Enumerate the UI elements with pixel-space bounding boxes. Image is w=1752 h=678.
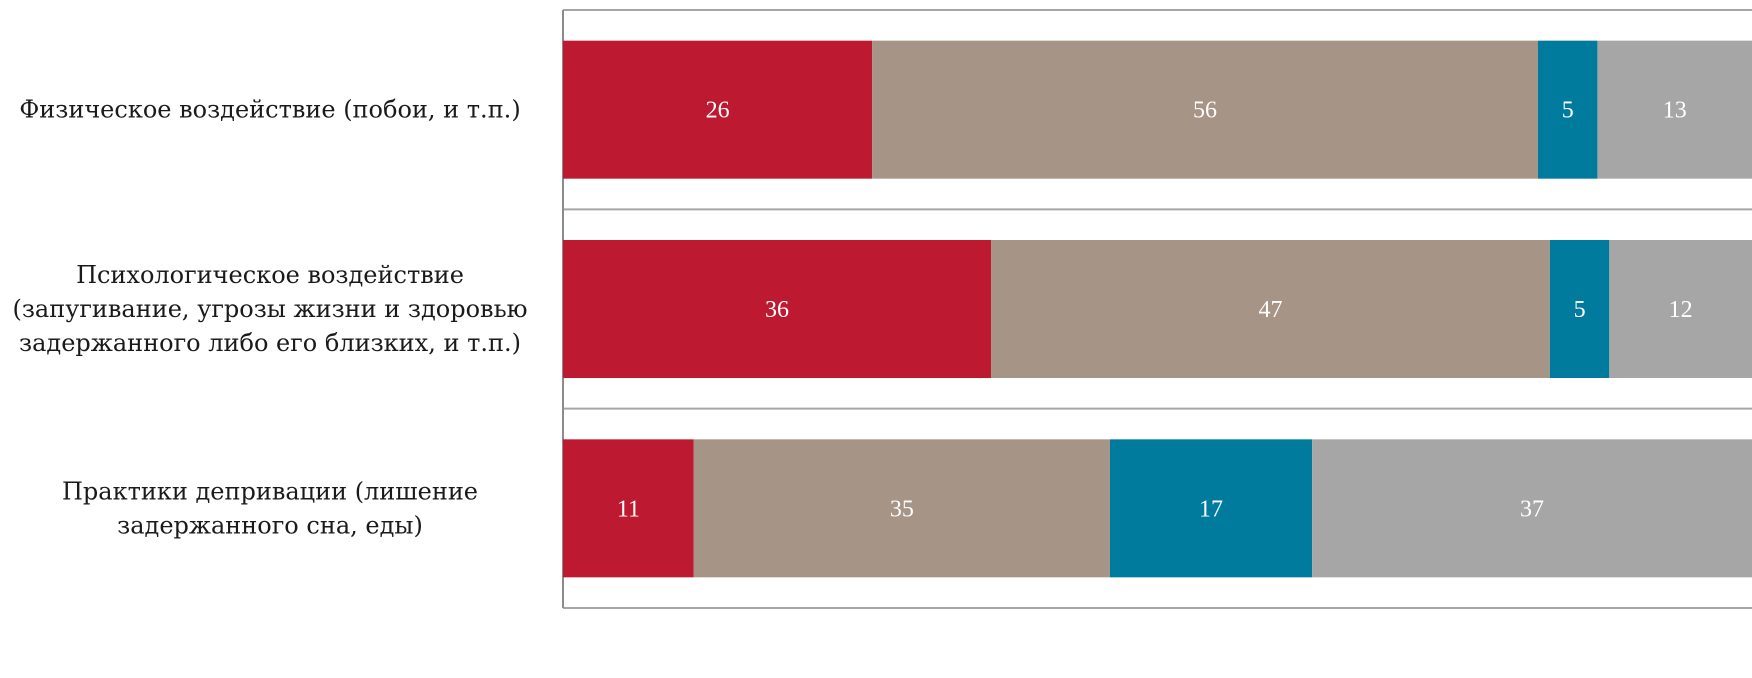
category-separators: [563, 9, 1752, 609]
bar-segment: [693, 439, 1110, 578]
category-labels: Физическое воздействие (побои, и т.п.) Пс…: [12, 96, 527, 540]
category-label: Психологическое воздействие (запугивание,…: [12, 261, 527, 357]
bar-segment: [563, 40, 873, 179]
value-labels: 26 56 5 13 36 47 5 12 11 35 17 37: [617, 98, 1693, 523]
category-label: Физическое воздействие (побои, и т.п.): [19, 96, 520, 124]
data-label: 26: [706, 98, 730, 124]
bar-segment: [1537, 40, 1598, 179]
data-label: 56: [1193, 98, 1217, 124]
bar-segment: [563, 240, 992, 378]
bar-segment: [1312, 439, 1752, 578]
data-label: 13: [1663, 98, 1687, 124]
bar-segment: [1609, 240, 1752, 378]
category-label: Практики депривации (лишение задержанного…: [62, 477, 478, 539]
bar-segment: [563, 439, 694, 578]
data-label: 5: [1562, 98, 1574, 124]
bar-segments: [563, 40, 1752, 578]
bar-segment: [991, 240, 1550, 378]
bar-segment: [1109, 439, 1313, 578]
data-label: 36: [765, 297, 789, 323]
data-label: 12: [1669, 297, 1693, 323]
data-label: 35: [890, 496, 914, 522]
data-label: 11: [617, 496, 640, 522]
data-label: 5: [1574, 297, 1586, 323]
bar-segment: [1549, 240, 1610, 378]
data-label: 47: [1258, 297, 1282, 323]
data-label: 17: [1199, 496, 1223, 522]
bar-segment: [1597, 40, 1752, 179]
bar-segment: [872, 40, 1538, 179]
data-label: 37: [1520, 496, 1544, 522]
